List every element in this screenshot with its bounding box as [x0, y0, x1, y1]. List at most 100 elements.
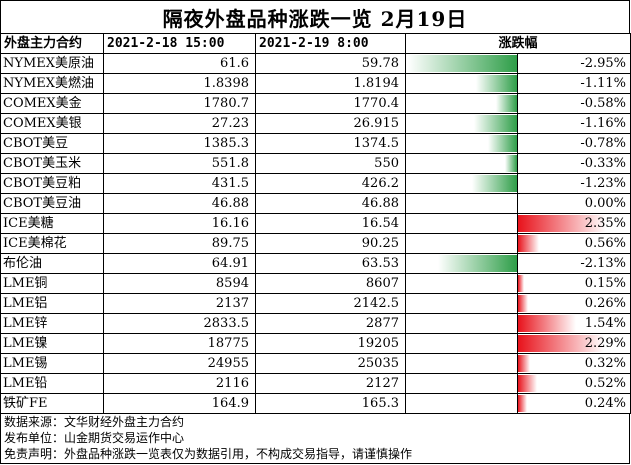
change-percent-text: 0.26% — [584, 296, 627, 311]
change-percent: 0.26% — [516, 293, 631, 314]
change-percent-text: 0.52% — [584, 376, 627, 391]
negative-change-bar — [474, 115, 517, 132]
price-curr: 25035 — [255, 353, 406, 374]
price-prev: 2833.5 — [103, 313, 256, 334]
price-curr: 165.3 — [255, 393, 406, 414]
change-bar-cell — [405, 53, 518, 74]
negative-change-bar — [471, 175, 517, 192]
table-row: CBOT美玉米 551.8 550 -0.33% — [0, 153, 631, 174]
table-row: 布伦油 64.91 63.53 -2.13% — [0, 253, 631, 274]
positive-change-bar — [518, 235, 539, 252]
change-percent: 0.15% — [516, 273, 631, 294]
contract-name: ICE美棉花 — [0, 233, 104, 254]
contract-name: LME锌 — [0, 313, 104, 334]
price-prev: 18775 — [103, 333, 256, 354]
price-curr: 59.78 — [255, 53, 406, 74]
price-prev: 1.8398 — [103, 73, 256, 94]
change-percent-text: 0.24% — [584, 396, 627, 411]
table-row: LME铅 2116 2127 0.52% — [0, 373, 631, 394]
price-prev: 2137 — [103, 293, 256, 314]
contract-name: CBOT美豆油 — [0, 193, 104, 214]
table-row: ICE美棉花 89.75 90.25 0.56% — [0, 233, 631, 254]
negative-change-bar — [495, 95, 517, 112]
contract-name: COMEX美金 — [0, 93, 104, 114]
table-row: LME铝 2137 2142.5 0.26% — [0, 293, 631, 314]
change-percent-text: 0.32% — [584, 356, 627, 371]
contract-name: 铁矿FE — [0, 393, 104, 414]
negative-change-bar — [488, 135, 517, 152]
table-row: CBOT美豆油 46.88 46.88 0.00% — [0, 193, 631, 214]
contract-name: CBOT美豆 — [0, 133, 104, 154]
sheet-title: 隔夜外盘品种涨跌一览 2月19日 — [0, 0, 630, 34]
price-curr: 46.88 — [255, 193, 406, 214]
price-prev: 551.8 — [103, 153, 256, 174]
price-curr: 1770.4 — [255, 93, 406, 114]
change-percent: 2.35% — [516, 213, 631, 234]
change-bar-cell — [405, 93, 518, 114]
header-row: 外盘主力合约 2021-2-18 15:00 2021-2-19 8:00 涨跌… — [0, 33, 631, 54]
price-curr: 1.8194 — [255, 73, 406, 94]
contract-name: COMEX美银 — [0, 113, 104, 134]
table-row: COMEX美银 27.23 26.915 -1.16% — [0, 113, 631, 134]
price-curr: 8607 — [255, 273, 406, 294]
negative-change-bar — [504, 155, 517, 172]
price-prev: 16.16 — [103, 213, 256, 234]
change-percent: -0.58% — [516, 93, 631, 114]
change-bar-cell — [405, 253, 518, 274]
price-prev: 27.23 — [103, 113, 256, 134]
positive-change-bar — [518, 355, 530, 372]
price-prev: 64.91 — [103, 253, 256, 274]
change-percent: 0.32% — [516, 353, 631, 374]
change-percent: -2.95% — [516, 53, 631, 74]
footer-publisher: 发布单位：山金期货交易运作中心 — [4, 431, 185, 445]
price-prev: 24955 — [103, 353, 256, 374]
change-percent: 0.56% — [516, 233, 631, 254]
change-bar-cell — [405, 273, 518, 294]
change-percent-text: 0.15% — [584, 276, 627, 291]
negative-change-bar — [475, 75, 517, 92]
price-curr: 16.54 — [255, 213, 406, 234]
price-prev: 2116 — [103, 373, 256, 394]
change-bar-cell — [405, 133, 518, 154]
change-percent: 0.00% — [516, 193, 631, 214]
negative-change-bar — [438, 255, 517, 272]
table-row: COMEX美金 1780.7 1770.4 -0.58% — [0, 93, 631, 114]
contract-name: NYMEX美原油 — [0, 53, 104, 74]
change-percent: -1.11% — [516, 73, 631, 94]
contract-name: LME铅 — [0, 373, 104, 394]
change-percent: 0.24% — [516, 393, 631, 414]
table-row: 铁矿FE 164.9 165.3 0.24% — [0, 393, 631, 414]
change-percent-text: 2.35% — [584, 216, 627, 231]
price-curr: 63.53 — [255, 253, 406, 274]
header-change: 涨跌幅 — [404, 33, 631, 54]
price-curr: 550 — [255, 153, 406, 174]
change-percent: -2.13% — [516, 253, 631, 274]
change-bar-cell — [405, 193, 518, 214]
contract-name: 布伦油 — [0, 253, 104, 274]
positive-change-bar — [518, 275, 524, 292]
negative-change-bar — [407, 55, 517, 72]
change-percent: 1.54% — [516, 313, 631, 334]
change-bar-cell — [405, 153, 518, 174]
table-row: CBOT美豆粕 431.5 426.2 -1.23% — [0, 173, 631, 194]
price-prev: 164.9 — [103, 393, 256, 414]
change-bar-cell — [405, 113, 518, 134]
change-bar-cell — [405, 353, 518, 374]
change-bar-cell — [405, 393, 518, 414]
table-row: ICE美糖 16.16 16.54 2.35% — [0, 213, 631, 234]
positive-change-bar — [518, 215, 606, 232]
table-row: NYMEX美原油 61.6 59.78 -2.95% — [0, 53, 631, 74]
change-percent: 2.29% — [516, 333, 631, 354]
price-curr: 90.25 — [255, 233, 406, 254]
contract-name: CBOT美豆粕 — [0, 173, 104, 194]
positive-change-bar — [518, 315, 576, 332]
change-percent: -0.78% — [516, 133, 631, 154]
change-bar-cell — [405, 233, 518, 254]
header-date-a: 2021-2-18 15:00 — [103, 33, 256, 54]
table-row: LME锌 2833.5 2877 1.54% — [0, 313, 631, 334]
contract-name: NYMEX美燃油 — [0, 73, 104, 94]
positive-change-bar — [518, 375, 538, 392]
price-prev: 8594 — [103, 273, 256, 294]
footer-source: 数据来源：文华财经外盘主力合约 — [4, 415, 185, 429]
positive-change-bar — [518, 335, 604, 352]
